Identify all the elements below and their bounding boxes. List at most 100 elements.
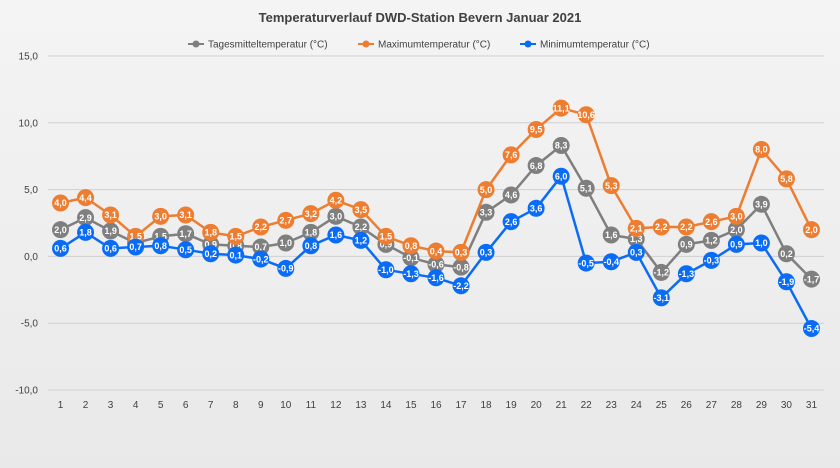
data-point xyxy=(402,249,420,267)
data-point xyxy=(702,213,720,231)
data-label: 3,1 xyxy=(104,210,117,220)
data-point xyxy=(77,223,95,241)
data-point xyxy=(227,227,245,245)
legend: Tagesmitteltemperatur (°C) Maximumtempera… xyxy=(188,40,650,51)
data-point xyxy=(527,120,545,138)
data-label: -1,3 xyxy=(403,269,419,279)
data-label: 0,2 xyxy=(780,249,793,259)
data-point xyxy=(427,255,445,273)
data-point xyxy=(777,245,795,263)
data-point xyxy=(327,226,345,244)
x-tick-label: 26 xyxy=(681,400,693,411)
data-point xyxy=(602,253,620,271)
data-point xyxy=(777,273,795,291)
x-tick-label: 9 xyxy=(258,400,264,411)
x-tick-label: 1 xyxy=(58,400,64,411)
data-label: 4,4 xyxy=(79,193,92,203)
x-tick-label: 24 xyxy=(631,400,643,411)
data-label: 1,7 xyxy=(179,229,192,239)
x-tick-label: 31 xyxy=(806,400,818,411)
data-point xyxy=(102,206,120,224)
data-point xyxy=(402,237,420,255)
x-tick-label: 27 xyxy=(706,400,718,411)
data-label: -1,3 xyxy=(679,269,695,279)
data-label: 2,2 xyxy=(680,222,693,232)
data-point xyxy=(577,179,595,197)
x-tick-label: 15 xyxy=(405,400,417,411)
data-label: 11,1 xyxy=(553,103,570,113)
data-label: 2,2 xyxy=(655,222,668,232)
x-tick-label: 21 xyxy=(556,400,568,411)
x-tick-label: 23 xyxy=(606,400,618,411)
data-point xyxy=(727,207,745,225)
data-point xyxy=(52,239,70,257)
data-label: 3,6 xyxy=(530,204,543,214)
data-label: 8,0 xyxy=(755,145,768,155)
data-point xyxy=(602,226,620,244)
data-point xyxy=(627,243,645,261)
x-tick-label: 29 xyxy=(756,400,768,411)
data-point xyxy=(727,235,745,253)
data-point xyxy=(327,191,345,209)
data-point xyxy=(452,277,470,295)
data-point xyxy=(352,231,370,249)
data-point xyxy=(252,250,270,268)
data-point xyxy=(277,259,295,277)
data-label: 6,0 xyxy=(555,171,568,181)
data-point xyxy=(227,246,245,264)
series-layer: 2,02,91,91,01,51,70,90,80,71,01,83,02,20… xyxy=(52,99,820,338)
data-point xyxy=(177,206,195,224)
data-label: 0,2 xyxy=(204,249,217,259)
data-label: 7,6 xyxy=(505,150,518,160)
data-label: 2,0 xyxy=(805,225,818,235)
data-point xyxy=(602,177,620,195)
data-point xyxy=(477,203,495,221)
data-label: -0,8 xyxy=(453,262,469,272)
data-point xyxy=(302,237,320,255)
data-label: 0,6 xyxy=(54,244,67,254)
chart-title: Temperaturverlauf DWD-Station Bevern Jan… xyxy=(259,10,582,25)
data-label: 2,0 xyxy=(54,225,67,235)
data-label: 0,6 xyxy=(104,244,117,254)
data-point xyxy=(77,209,95,227)
y-tick-label: 5,0 xyxy=(24,185,38,196)
data-label: 0,8 xyxy=(405,241,418,251)
data-point xyxy=(502,146,520,164)
data-label: 1,8 xyxy=(204,228,217,238)
data-label: 1,2 xyxy=(705,236,718,246)
data-label: 0,1 xyxy=(229,250,242,260)
data-point xyxy=(577,106,595,124)
data-label: -2,2 xyxy=(453,281,469,291)
data-label: 0,8 xyxy=(305,241,318,251)
data-label: 3,5 xyxy=(355,205,368,215)
data-label: 3,0 xyxy=(730,212,743,222)
data-point xyxy=(402,265,420,283)
data-label: 1,5 xyxy=(229,232,242,242)
legend-marker xyxy=(192,40,200,48)
data-label: 0,5 xyxy=(179,245,192,255)
data-point xyxy=(527,157,545,175)
data-label: 3,0 xyxy=(154,212,167,222)
data-label: 0,7 xyxy=(129,242,142,252)
x-tick-label: 18 xyxy=(481,400,493,411)
data-label: 1,8 xyxy=(79,228,92,238)
legend-label: Minimumtemperatur (°C) xyxy=(540,40,650,51)
data-label: 2,6 xyxy=(705,217,718,227)
data-point xyxy=(202,223,220,241)
x-tick-label: 14 xyxy=(380,400,392,411)
data-point xyxy=(802,221,820,239)
data-label: -0,5 xyxy=(578,258,594,268)
data-point xyxy=(352,201,370,219)
data-label: 8,3 xyxy=(555,141,568,151)
data-point xyxy=(377,261,395,279)
data-point xyxy=(152,207,170,225)
data-label: 5,8 xyxy=(780,174,793,184)
x-tick-label: 28 xyxy=(731,400,743,411)
data-label: 0,9 xyxy=(730,240,743,250)
legend-label: Maximumtemperatur (°C) xyxy=(378,40,490,51)
data-label: 1,5 xyxy=(380,232,393,242)
legend-item: Tagesmitteltemperatur (°C) xyxy=(188,40,328,51)
data-label: 10,6 xyxy=(577,110,595,120)
x-tick-label: 12 xyxy=(330,400,342,411)
data-label: -1,7 xyxy=(804,274,820,284)
